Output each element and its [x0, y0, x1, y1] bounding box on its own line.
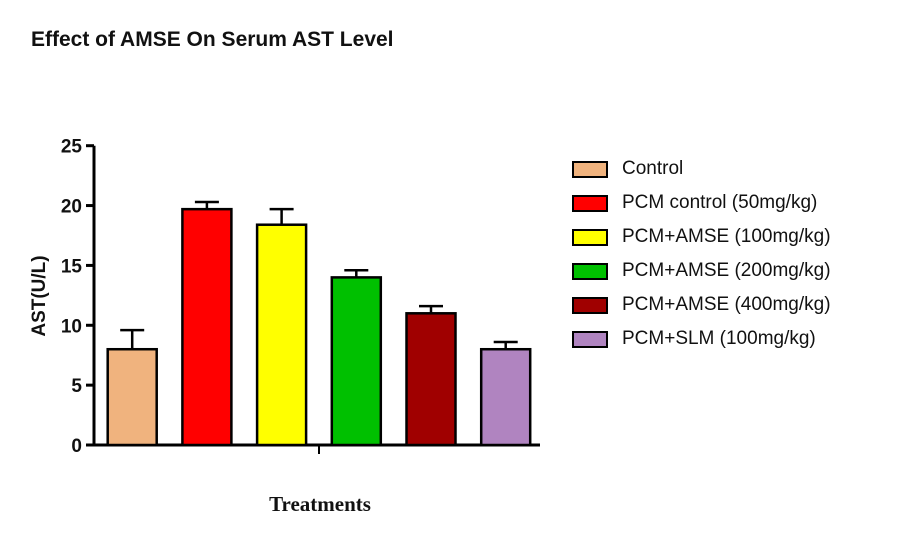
y-tick-label: 10: [61, 316, 82, 337]
legend-item: PCM control (50mg/kg): [572, 186, 831, 220]
bar-1: [106, 347, 158, 447]
bar-6: [479, 347, 532, 447]
legend-item: PCM+AMSE (100mg/kg): [572, 220, 831, 254]
legend-swatch: [572, 296, 608, 314]
legend-label: PCM+AMSE (400mg/kg): [622, 294, 831, 315]
legend-label: Control: [622, 158, 684, 179]
x-axis-label: Treatments: [269, 492, 371, 516]
legend-label: PCM+AMSE (100mg/kg): [622, 226, 831, 247]
legend-swatch: [572, 262, 608, 280]
legend-item: PCM+AMSE (200mg/kg): [572, 254, 831, 288]
bar-2: [181, 207, 233, 447]
bar-5: [405, 312, 457, 447]
y-tick-label: 0: [71, 436, 82, 457]
legend-swatch: [572, 194, 608, 212]
y-tick-label: 5: [71, 376, 82, 397]
legend-swatch: [572, 228, 608, 246]
y-tick-label: 15: [61, 256, 83, 277]
y-tick-label: 25: [61, 137, 83, 158]
legend-item: PCM+AMSE (400mg/kg): [572, 288, 831, 322]
bar-3: [255, 223, 308, 447]
legend-label: PCM+SLM (100mg/kg): [622, 328, 816, 349]
legend-swatch: [572, 160, 608, 178]
legend-label: PCM+AMSE (200mg/kg): [622, 260, 831, 281]
legend-label: PCM control (50mg/kg): [622, 192, 818, 213]
legend-swatch: [572, 330, 608, 348]
bar-4: [330, 276, 383, 447]
legend: Control PCM control (50mg/kg) PCM+AMSE (10…: [572, 152, 831, 356]
y-tick-label: 20: [61, 197, 82, 218]
legend-item: Control: [572, 152, 831, 186]
chart-title: Effect of AMSE On Serum AST Level: [31, 28, 394, 51]
legend-item: PCM+SLM (100mg/kg): [572, 322, 831, 356]
